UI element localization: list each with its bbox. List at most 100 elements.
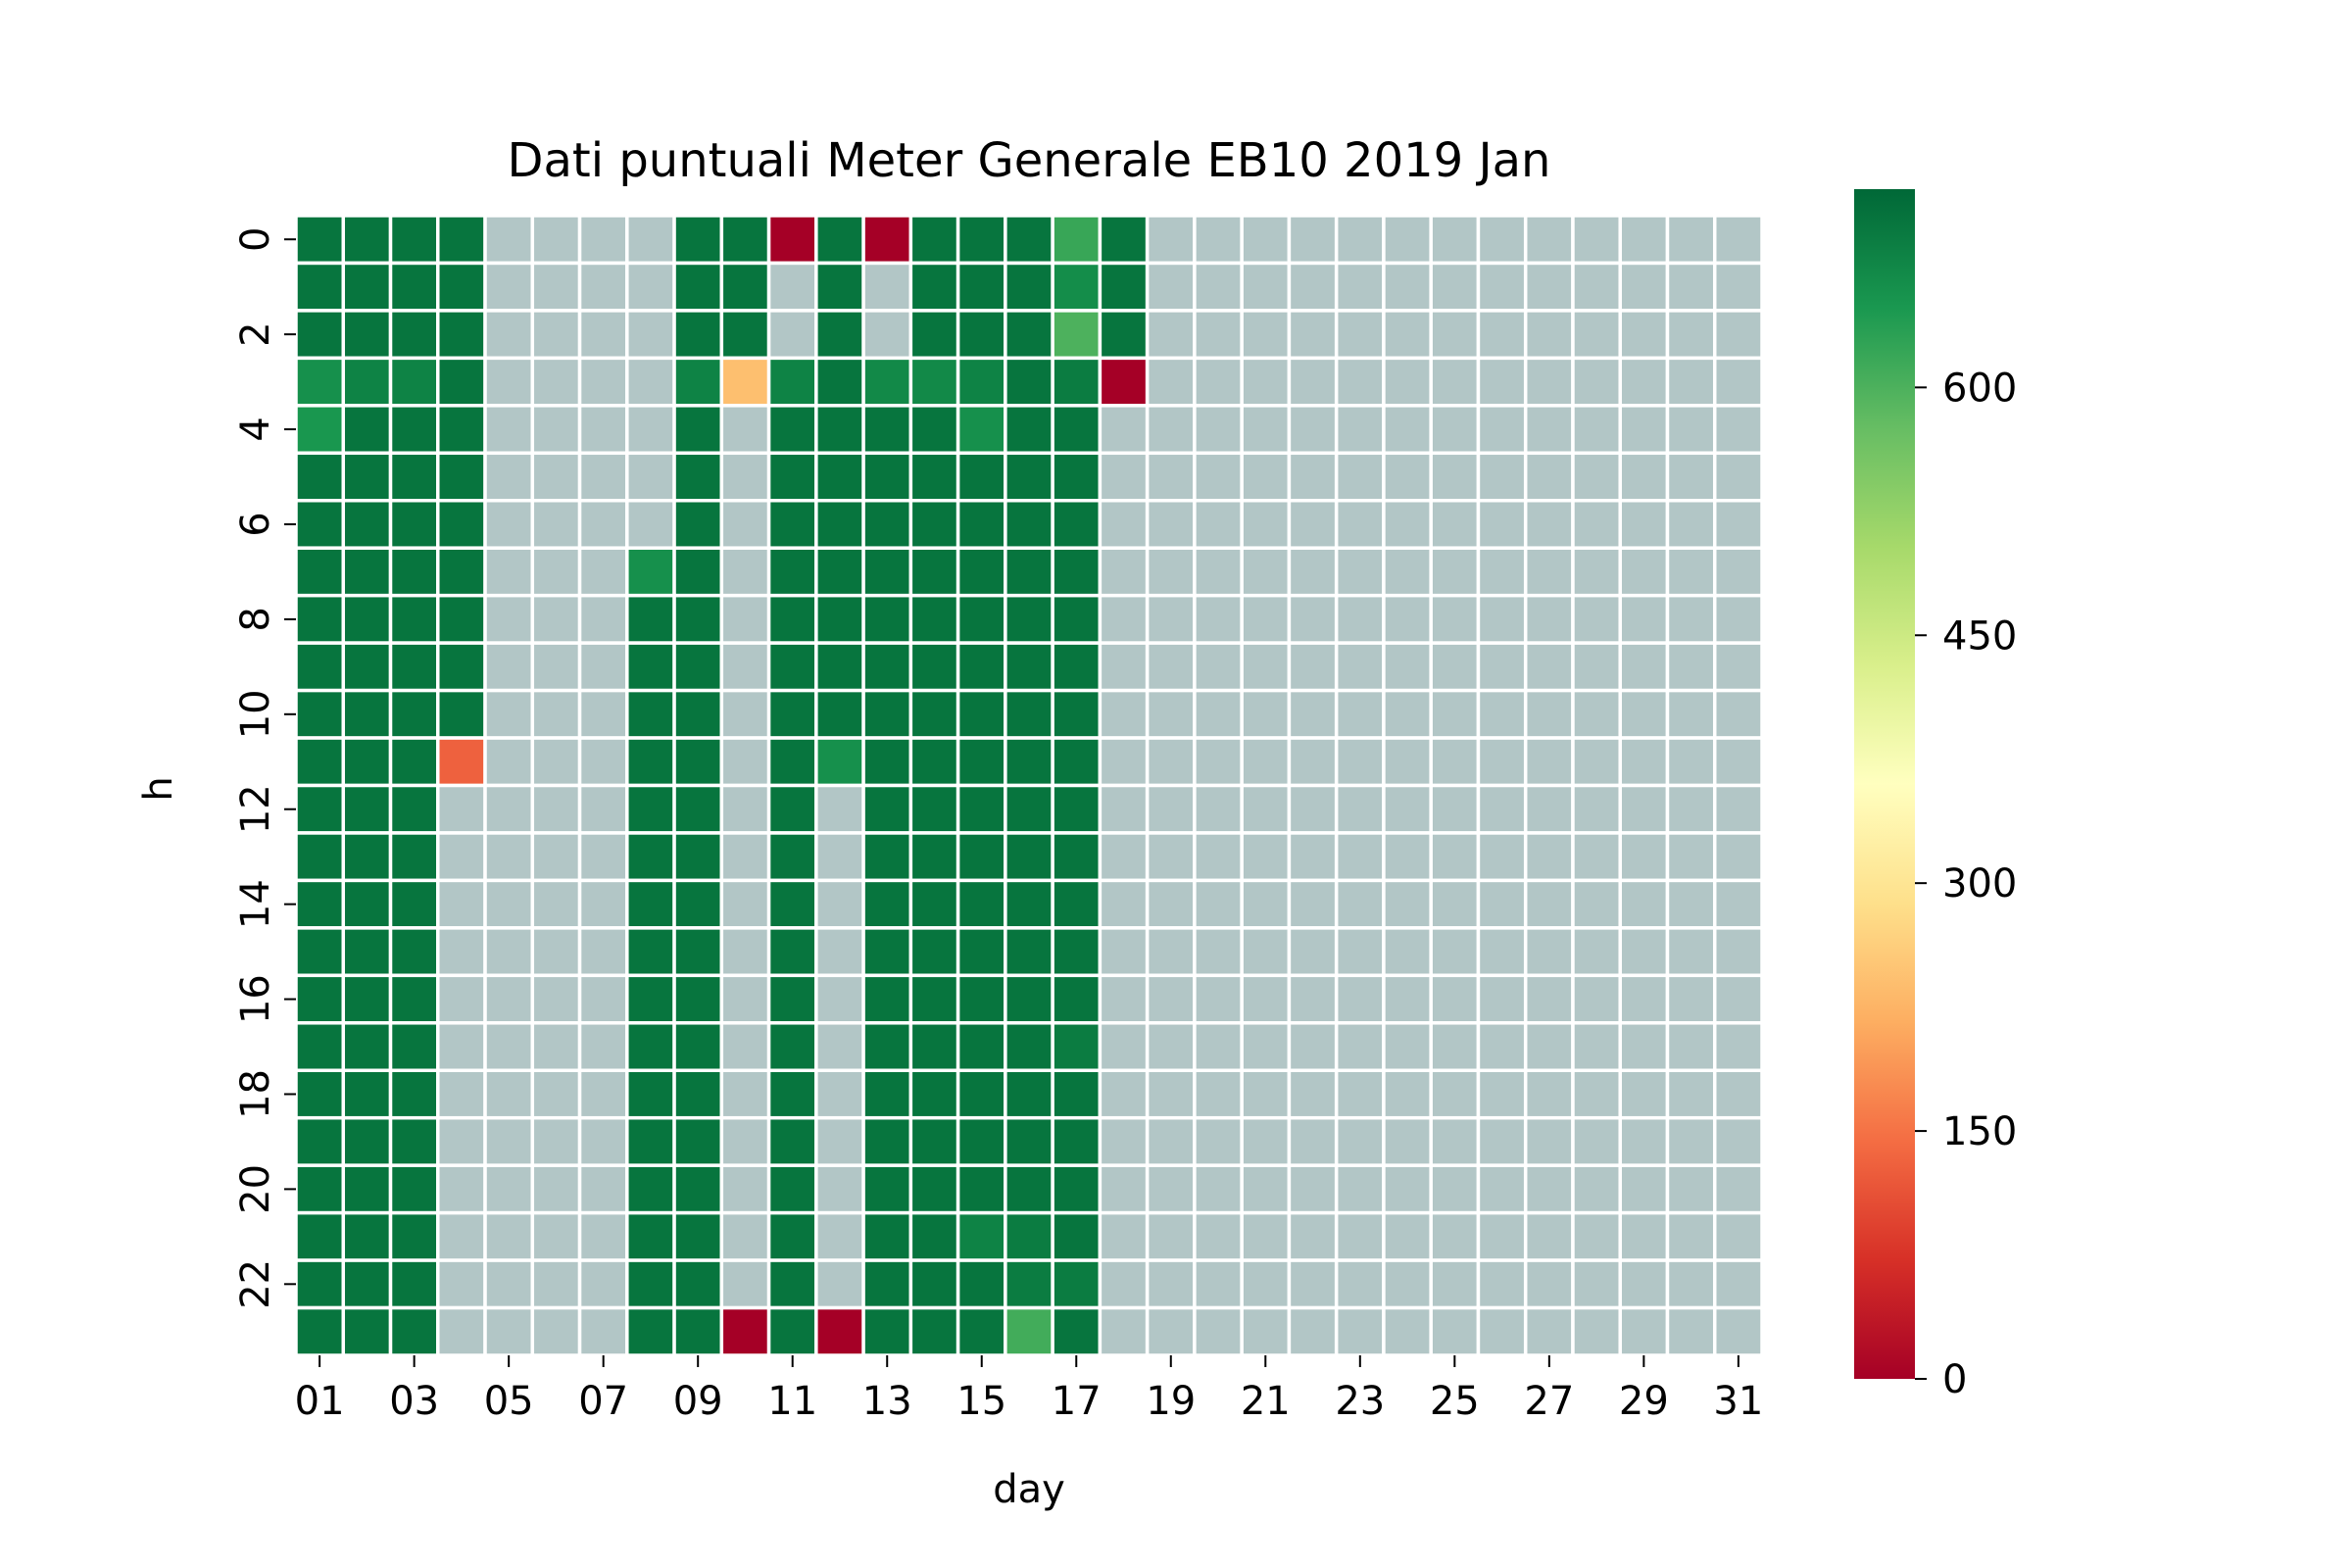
heatmap-cell <box>388 831 440 883</box>
heatmap-cell <box>1523 1210 1575 1262</box>
heatmap-cell <box>530 1210 582 1262</box>
heatmap-cell <box>672 214 724 266</box>
x-tick-label: 23 <box>1335 1379 1385 1424</box>
heatmap-cell <box>388 1305 440 1357</box>
heatmap-cell <box>530 499 582 550</box>
x-tick-label: 09 <box>673 1379 723 1424</box>
heatmap-cell <box>719 451 771 503</box>
heatmap-cell <box>956 973 1007 1025</box>
heatmap-cell <box>483 593 535 645</box>
heatmap-cell <box>1334 261 1386 313</box>
heatmap-cell <box>1665 736 1717 788</box>
heatmap-cell <box>483 688 535 740</box>
heatmap-cell <box>625 688 676 740</box>
heatmap-cell <box>1476 214 1528 266</box>
heatmap-cell <box>1665 973 1717 1025</box>
heatmap-cell <box>294 1210 346 1262</box>
heatmap-cell <box>1712 736 1764 788</box>
heatmap-cell <box>672 1068 724 1120</box>
heatmap-cell <box>1240 1258 1292 1310</box>
heatmap-cell <box>1712 499 1764 550</box>
heatmap-cell <box>625 499 676 550</box>
heatmap-cell <box>1098 404 1150 456</box>
heatmap-cell <box>1476 736 1528 788</box>
heatmap-cell <box>1476 973 1528 1025</box>
heatmap-cell <box>1098 1258 1150 1310</box>
heatmap-cell <box>341 973 393 1025</box>
heatmap-cell <box>1382 1258 1433 1310</box>
heatmap-cell <box>483 1021 535 1073</box>
x-tick-label: 21 <box>1241 1379 1291 1424</box>
x-tick-label: 17 <box>1052 1379 1102 1424</box>
heatmap-cell <box>1382 878 1433 930</box>
heatmap-cell <box>625 926 676 978</box>
heatmap-cell <box>1145 214 1197 266</box>
heatmap-cell <box>1193 451 1244 503</box>
heatmap-cell <box>1523 451 1575 503</box>
heatmap-cell <box>672 356 724 408</box>
heatmap-cell <box>530 404 582 456</box>
heatmap-cell <box>1193 546 1244 598</box>
heatmap-cell <box>956 261 1007 313</box>
heatmap-cell <box>1193 261 1244 313</box>
heatmap-cell <box>1665 1163 1717 1215</box>
heatmap-cell <box>577 451 629 503</box>
heatmap-cell <box>1098 1021 1150 1073</box>
heatmap-cell <box>1004 309 1054 361</box>
heatmap-cell <box>294 1305 346 1357</box>
heatmap-cell <box>294 1115 346 1167</box>
heatmap-cell <box>1618 736 1670 788</box>
heatmap-cell <box>1429 309 1481 361</box>
heatmap-cell <box>719 1068 771 1120</box>
heatmap-cell <box>1240 1068 1292 1120</box>
heatmap-cell <box>1712 831 1764 883</box>
heatmap-cell <box>1618 1163 1670 1215</box>
heatmap-cell <box>1382 736 1433 788</box>
heatmap-cell <box>908 926 960 978</box>
heatmap-cell <box>1193 1210 1244 1262</box>
heatmap-cell <box>672 546 724 598</box>
heatmap-cell <box>1712 926 1764 978</box>
heatmap-cell <box>1476 641 1528 693</box>
heatmap-cell <box>672 1210 724 1262</box>
heatmap-cell <box>483 451 535 503</box>
heatmap-cell <box>436 1068 487 1120</box>
heatmap-cell <box>483 261 535 313</box>
heatmap-cell <box>1334 1210 1386 1262</box>
heatmap-cell <box>1571 688 1622 740</box>
heatmap-cell <box>1382 404 1433 456</box>
heatmap-cells <box>294 214 1764 1357</box>
heatmap-cell <box>1712 593 1764 645</box>
heatmap-cell <box>341 1115 393 1167</box>
heatmap-cell <box>625 546 676 598</box>
heatmap-cell <box>1523 546 1575 598</box>
heatmap-cell <box>908 641 960 693</box>
heatmap-cell <box>1571 831 1622 883</box>
colorbar <box>1854 189 1915 1379</box>
heatmap-cell <box>1098 1068 1150 1120</box>
heatmap-cell <box>1665 783 1717 835</box>
heatmap-cell <box>1004 1021 1054 1073</box>
heatmap-cell <box>577 404 629 456</box>
x-tick-label: 25 <box>1430 1379 1480 1424</box>
heatmap-cell <box>766 641 818 693</box>
heatmap-cell <box>483 831 535 883</box>
heatmap-cell <box>1145 261 1197 313</box>
heatmap-cell <box>577 1021 629 1073</box>
heatmap-cell <box>483 736 535 788</box>
heatmap-cell <box>341 878 393 930</box>
heatmap-cell <box>1193 404 1244 456</box>
heatmap-cell <box>1098 214 1150 266</box>
heatmap-cell <box>1334 1163 1386 1215</box>
heatmap-cell <box>436 593 487 645</box>
heatmap-cell <box>766 309 818 361</box>
heatmap-cell <box>908 1068 960 1120</box>
heatmap-cell <box>1665 499 1717 550</box>
heatmap-cell <box>956 926 1007 978</box>
heatmap-cell <box>1098 736 1150 788</box>
y-axis-label: h <box>136 776 181 801</box>
heatmap-cell <box>1287 688 1339 740</box>
heatmap-cell <box>1523 831 1575 883</box>
heatmap-cell <box>625 1021 676 1073</box>
heatmap-cell <box>1334 1305 1386 1357</box>
